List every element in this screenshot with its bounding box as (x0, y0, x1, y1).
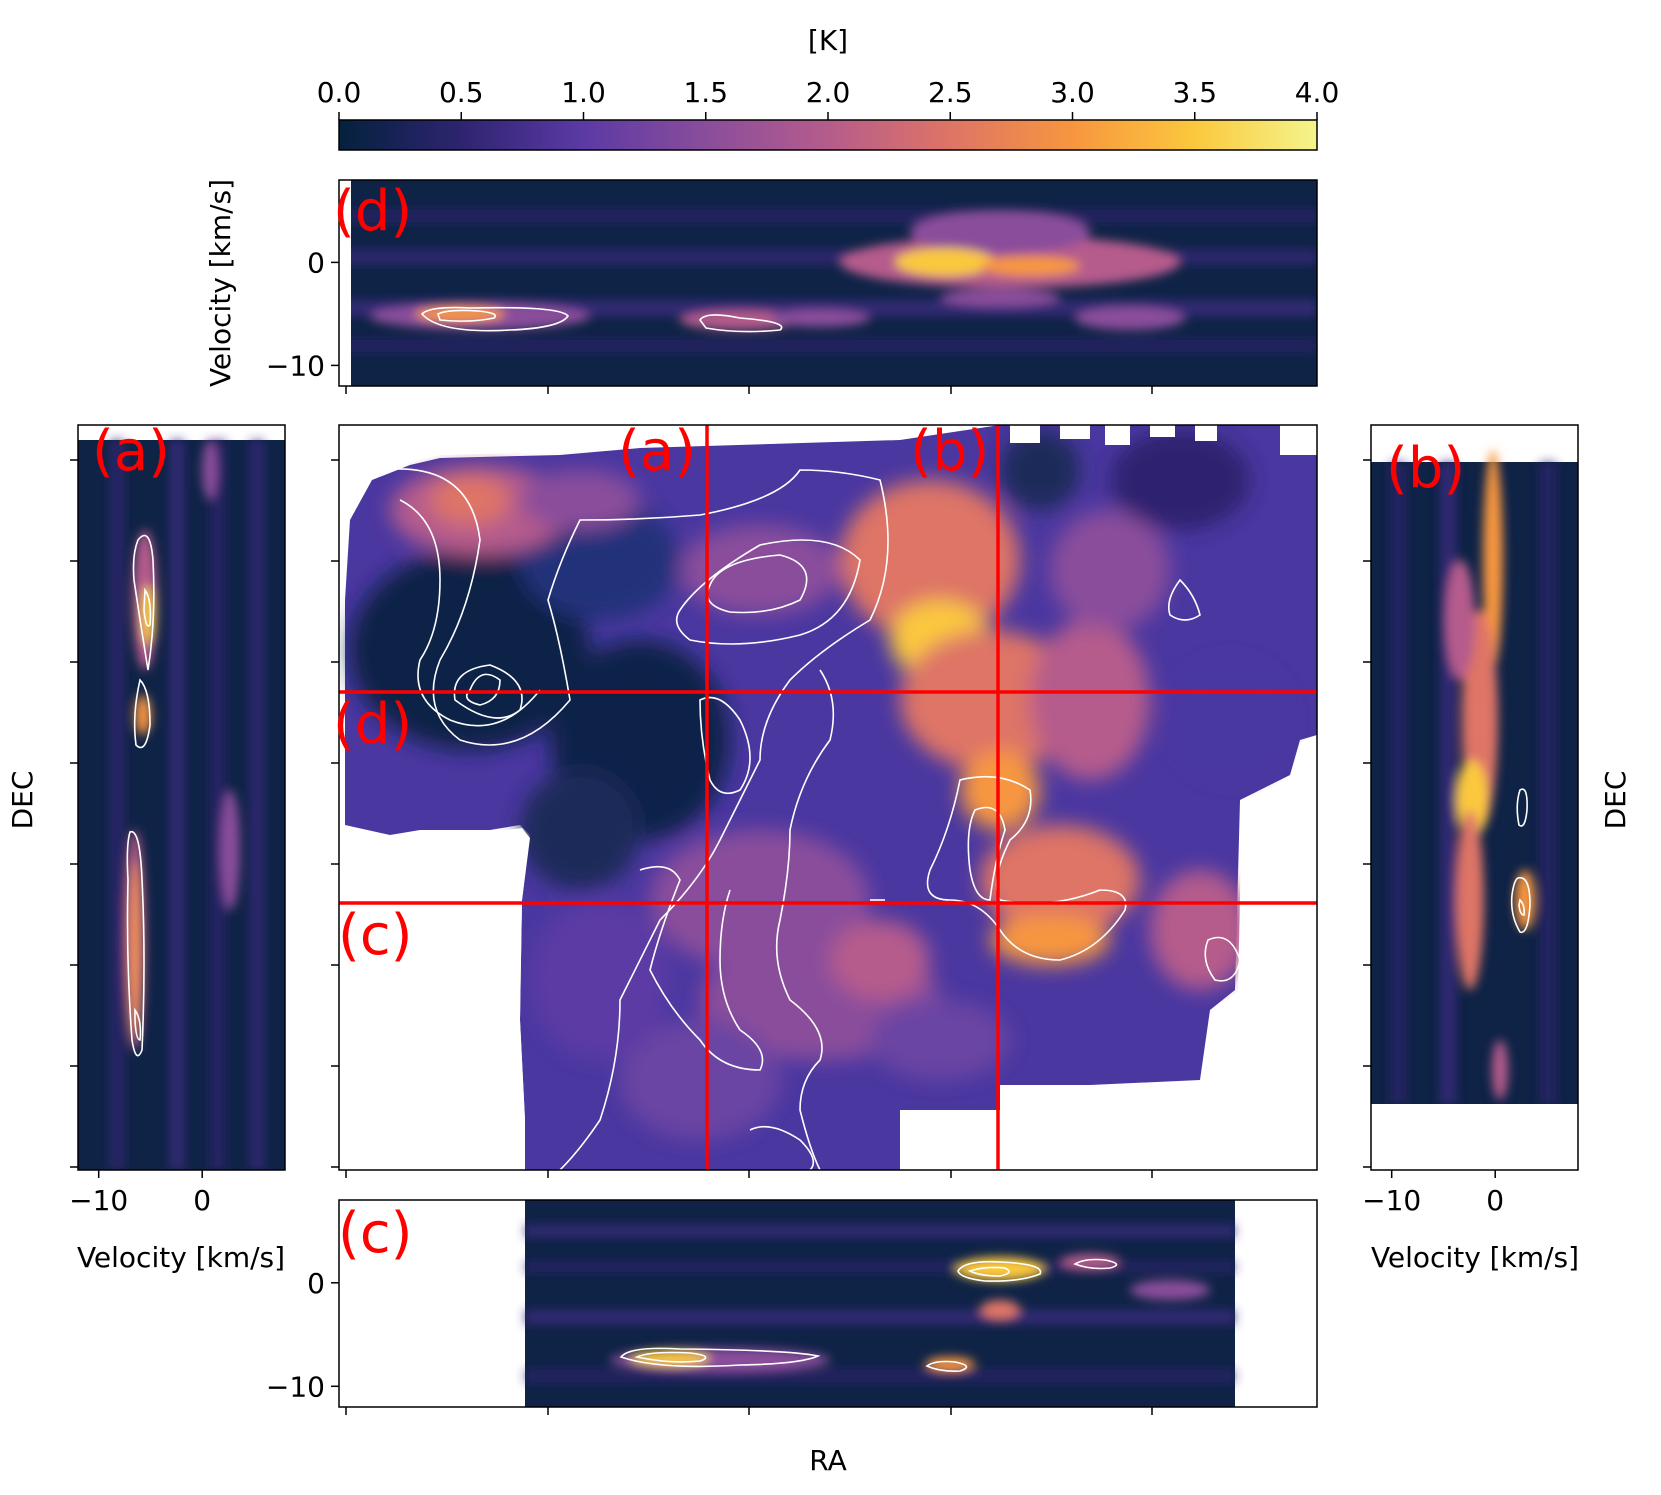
dec-label-left: DEC (6, 771, 39, 830)
pv-panel-b: (b) −10 0 Velocity [km/s] DEC (1362, 424, 1632, 1274)
colorbar-tick-label: 1.5 (683, 76, 728, 109)
colorbar-tick-label: 0.0 (317, 76, 362, 109)
main-map: (a) (b) (d) (c) (331, 419, 1318, 1178)
dec-label-right: DEC (1599, 771, 1632, 830)
pv-panel-d: (d) 0 −10 Velocity [km/s] (204, 179, 1318, 394)
pv-a-emission (110, 440, 264, 1170)
pv-c-xticks (345, 1407, 1153, 1415)
colorbar-tick-label: 4.0 (1295, 76, 1340, 109)
colorbar-tick-label: 0.5 (439, 76, 484, 109)
velocity-tick-label: −10 (266, 1370, 325, 1403)
cut-label-d: (d) (333, 692, 412, 757)
colorbar-tick-label: 1.0 (561, 76, 606, 109)
velocity-tick-label: 0 (307, 246, 325, 279)
pv-b-xlabel: Velocity [km/s] (1371, 1241, 1579, 1274)
map-top-notches (1010, 425, 1317, 455)
cut-label-c: (c) (338, 903, 412, 968)
velocity-tick-label: 0 (1486, 1184, 1504, 1217)
map-emission (350, 430, 1290, 1140)
pv-panel-c: (c) 0 −10 RA (266, 1199, 1318, 1477)
pv-b-emission (1390, 450, 1556, 1104)
velocity-tick-label: 0 (307, 1267, 325, 1300)
pv-d-yticks: 0 −10 (266, 246, 339, 382)
pv-c-emission (525, 1225, 1235, 1382)
pv-d-tag: (d) (333, 179, 412, 244)
pv-a-contours (126, 534, 155, 1057)
velocity-tick-label: −10 (69, 1184, 128, 1217)
main-map-yticks (331, 459, 339, 1168)
colorbar: [K] 0.0 0.5 1.0 1.5 2.0 2.5 3.0 3.5 4.0 (317, 24, 1340, 151)
pv-a-tag: (a) (92, 419, 170, 484)
pv-c-contours (619, 1258, 1118, 1372)
velocity-tick-label: −10 (266, 349, 325, 382)
pv-b-xticks: −10 0 (1362, 1170, 1504, 1217)
cut-label-a: (a) (618, 419, 696, 484)
cut-label-b: (b) (910, 419, 989, 484)
colorbar-tick-label: 2.5 (928, 76, 973, 109)
main-map-xticks (345, 1170, 1153, 1178)
pv-b-contours (1510, 788, 1531, 934)
cut-lines (339, 425, 1317, 1170)
colorbar-tick-label: 3.5 (1172, 76, 1217, 109)
pv-d-contours (420, 306, 783, 333)
colorbar-tick-label: 3.0 (1050, 76, 1095, 109)
colorbar-label: [K] (808, 24, 848, 57)
map-contours (379, 468, 1241, 1170)
pv-b-yticks (1363, 459, 1371, 1168)
pv-d-emission (339, 210, 1317, 352)
pv-a-yticks (70, 459, 78, 1168)
pv-c-yticks: 0 −10 (266, 1267, 339, 1403)
colorbar-gradient (338, 119, 1318, 151)
velocity-tick-label: −10 (1362, 1184, 1421, 1217)
pv-a-xticks: −10 0 (69, 1170, 211, 1217)
pv-panel-a: (a) −10 0 Velocity [km/s] DEC (6, 419, 286, 1274)
colorbar-tick-label: 2.0 (806, 76, 851, 109)
pv-b-tag: (b) (1386, 436, 1465, 501)
pv-c-tag: (c) (338, 1201, 412, 1266)
pv-a-xlabel: Velocity [km/s] (77, 1241, 285, 1274)
ra-label: RA (809, 1444, 846, 1477)
pv-d-xticks (345, 386, 1153, 394)
pv-d-ylabel: Velocity [km/s] (204, 179, 237, 387)
velocity-tick-label: 0 (193, 1184, 211, 1217)
colorbar-ticks: 0.0 0.5 1.0 1.5 2.0 2.5 3.0 3.5 4.0 (317, 76, 1340, 120)
